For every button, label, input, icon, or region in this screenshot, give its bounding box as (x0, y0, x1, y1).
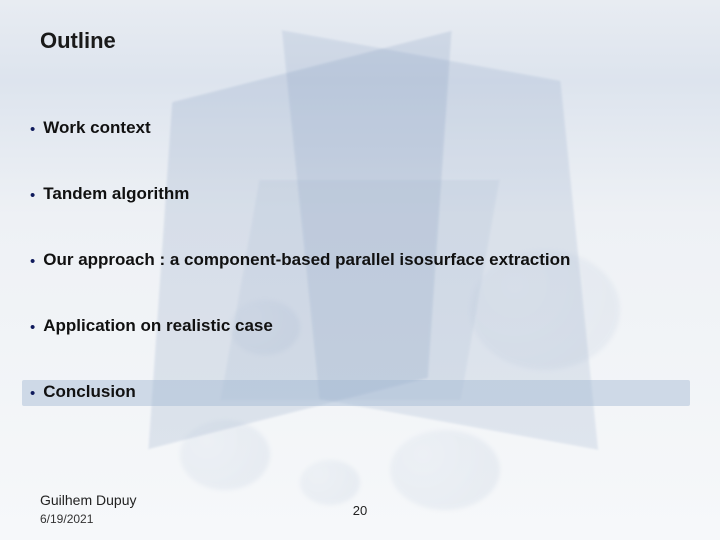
bg-blob-2 (300, 460, 360, 505)
slide: Outline • Work context • Tandem algorith… (0, 0, 720, 540)
slide-title: Outline (40, 28, 116, 54)
bullet-dot-icon: • (30, 122, 35, 137)
bullet-item-highlighted: • Conclusion (22, 380, 690, 406)
bullet-dot-icon: • (30, 254, 35, 269)
bullet-dot-icon: • (30, 188, 35, 203)
bullet-text: Conclusion (43, 382, 136, 402)
bullet-text: Application on realistic case (43, 316, 273, 336)
bullet-dot-icon: • (30, 320, 35, 335)
bullet-text: Work context (43, 118, 150, 138)
bullet-text: Our approach : a component-based paralle… (43, 250, 570, 270)
bullet-list: • Work context • Tandem algorithm • Our … (26, 116, 690, 446)
footer-date: 6/19/2021 (40, 512, 93, 526)
bullet-text: Tandem algorithm (43, 184, 189, 204)
footer-page-number: 20 (353, 503, 367, 518)
bullet-item: • Our approach : a component-based paral… (26, 248, 690, 274)
footer-author: Guilhem Dupuy (40, 492, 137, 508)
bullet-item: • Tandem algorithm (26, 182, 690, 208)
bullet-item: • Work context (26, 116, 690, 142)
bullet-item: • Application on realistic case (26, 314, 690, 340)
bullet-dot-icon: • (30, 386, 35, 401)
